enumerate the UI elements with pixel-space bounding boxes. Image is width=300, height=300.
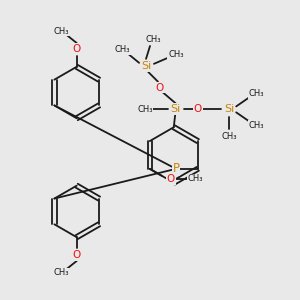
Text: CH₃: CH₃ — [221, 132, 237, 141]
Text: Si: Si — [141, 61, 151, 71]
Text: CH₃: CH₃ — [248, 121, 264, 130]
Text: Si: Si — [171, 104, 181, 114]
Text: O: O — [73, 250, 81, 260]
Text: CH₃: CH₃ — [188, 174, 203, 183]
Text: CH₃: CH₃ — [168, 50, 184, 59]
Text: O: O — [167, 174, 175, 184]
Text: Si: Si — [224, 104, 234, 114]
Text: O: O — [194, 104, 202, 114]
Text: P: P — [172, 162, 179, 175]
Text: CH₃: CH₃ — [53, 268, 69, 278]
Text: O: O — [73, 44, 81, 54]
Text: CH₃: CH₃ — [248, 89, 264, 98]
Text: CH₃: CH₃ — [115, 45, 130, 54]
Text: CH₃: CH₃ — [53, 27, 69, 36]
Text: O: O — [156, 82, 164, 93]
Text: CH₃: CH₃ — [137, 105, 153, 114]
Text: CH₃: CH₃ — [145, 34, 161, 43]
